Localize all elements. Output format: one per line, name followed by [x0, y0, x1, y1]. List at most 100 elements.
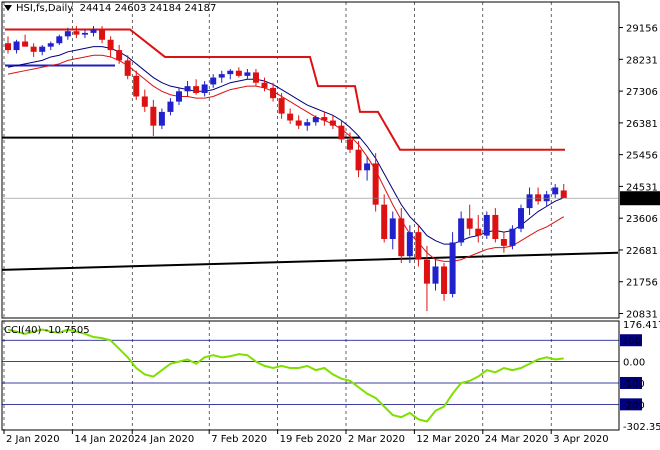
candle-body — [347, 139, 353, 150]
candle-body — [244, 72, 251, 76]
price-tick-label: 24531 — [626, 182, 658, 193]
candle-body — [432, 266, 439, 284]
price-tick-label: 27306 — [626, 87, 658, 98]
candle-body — [509, 228, 516, 246]
cci-header: CCI(40) -10.7505 — [4, 325, 90, 336]
candle-body — [184, 86, 191, 92]
candle-body — [372, 163, 379, 205]
candle-body — [141, 96, 148, 107]
candle-body — [99, 29, 106, 40]
candle-body — [398, 218, 405, 257]
price-tick-label: 23606 — [626, 214, 658, 225]
ma-slow-line — [7, 54, 565, 262]
ma-fast-line — [7, 46, 564, 245]
candle-body — [475, 228, 482, 236]
cci-axis-label: -302.359 — [623, 422, 660, 433]
candle-body — [261, 82, 268, 88]
cci-axis-label: 0.00 — [623, 358, 645, 369]
time-label: 2 Mar 2020 — [348, 434, 405, 445]
candle-body — [329, 120, 336, 126]
candle-body — [64, 31, 71, 37]
candle-body — [39, 46, 46, 52]
current-price-label: 24187 — [624, 194, 656, 205]
candle-body — [415, 232, 422, 260]
cci-level-tag — [620, 334, 642, 347]
candle-body — [124, 60, 131, 76]
candle-body — [406, 232, 413, 257]
time-label: 7 Feb 2020 — [211, 434, 267, 445]
candle-body — [560, 190, 567, 199]
price-tick-label: 22681 — [626, 246, 658, 257]
candle-body — [389, 218, 396, 239]
candle-body — [381, 204, 388, 239]
time-label: 24 Mar 2020 — [485, 434, 548, 445]
cci-level-label: 100 — [622, 336, 641, 347]
candle-body — [543, 194, 550, 202]
candle-body — [295, 120, 302, 126]
candle-body — [287, 113, 294, 121]
cci-level-label: -200 — [622, 400, 645, 411]
cci-axis-label: 176.4179 — [623, 320, 660, 331]
candle-body — [466, 218, 473, 229]
candle-body — [107, 39, 114, 51]
candle-body — [500, 239, 507, 246]
time-label: 24 Jan 2020 — [134, 434, 194, 445]
cci-level-label: -100 — [622, 379, 645, 390]
candle-body — [458, 218, 465, 243]
candle-body — [270, 87, 277, 99]
candle-body — [176, 91, 182, 102]
candle-body — [133, 75, 140, 97]
time-label: 3 Apr 2020 — [553, 434, 608, 445]
candle-body — [338, 125, 345, 140]
price-tick-label: 25456 — [626, 151, 658, 162]
price-tick-label: 21756 — [626, 278, 658, 289]
candle-body — [449, 242, 456, 294]
candle-body — [441, 266, 448, 294]
main-panel — [1, 1, 620, 319]
candle-body — [90, 29, 97, 33]
cci-level-tag — [620, 376, 642, 389]
current-price-tag — [620, 191, 660, 206]
candle-body — [321, 117, 328, 121]
candle-body — [22, 41, 29, 47]
candle-body — [278, 98, 285, 114]
candle-body — [167, 101, 174, 112]
candle-body — [201, 84, 208, 94]
symbol-label: HSI,fs,Daily — [16, 3, 74, 14]
candle-body — [227, 70, 234, 75]
candle-body — [304, 122, 311, 126]
candle-body — [47, 43, 54, 47]
candle-body — [81, 32, 88, 35]
time-label: 14 Jan 2020 — [74, 434, 134, 445]
dropdown-triangle-icon[interactable] — [4, 5, 12, 11]
candle-body — [364, 163, 371, 171]
candle-body — [483, 214, 490, 236]
candle-body — [158, 111, 165, 126]
ohlc-label: 24414 24603 24184 24187 — [79, 3, 217, 14]
cci-level-tag — [620, 398, 642, 411]
time-label: 12 Mar 2020 — [416, 434, 479, 445]
candle-body — [150, 106, 157, 126]
candle-body — [30, 46, 37, 52]
candle-body — [235, 70, 242, 76]
price-tick-label: 20831 — [626, 310, 658, 321]
candle-body — [526, 194, 533, 209]
price-tick-label: 29156 — [626, 24, 658, 35]
chart-header: HSI,fs,Daily 24414 24603 24184 24187 — [4, 3, 216, 14]
candle-body — [193, 86, 200, 94]
candle-body — [116, 50, 123, 61]
price-tick-label: 26381 — [626, 119, 658, 130]
resistance-step-line — [5, 28, 565, 151]
candle-body — [218, 74, 225, 78]
candle-body — [73, 31, 80, 35]
price-tick-label: 28231 — [626, 55, 658, 66]
candle-body — [518, 208, 524, 229]
time-label: 2 Jan 2020 — [6, 434, 60, 445]
candle-body — [492, 214, 499, 239]
candle-body — [312, 117, 319, 123]
long-support-line — [1, 251, 619, 271]
candle-body — [5, 43, 11, 51]
candle-body — [355, 149, 362, 171]
candle-body — [56, 36, 63, 44]
